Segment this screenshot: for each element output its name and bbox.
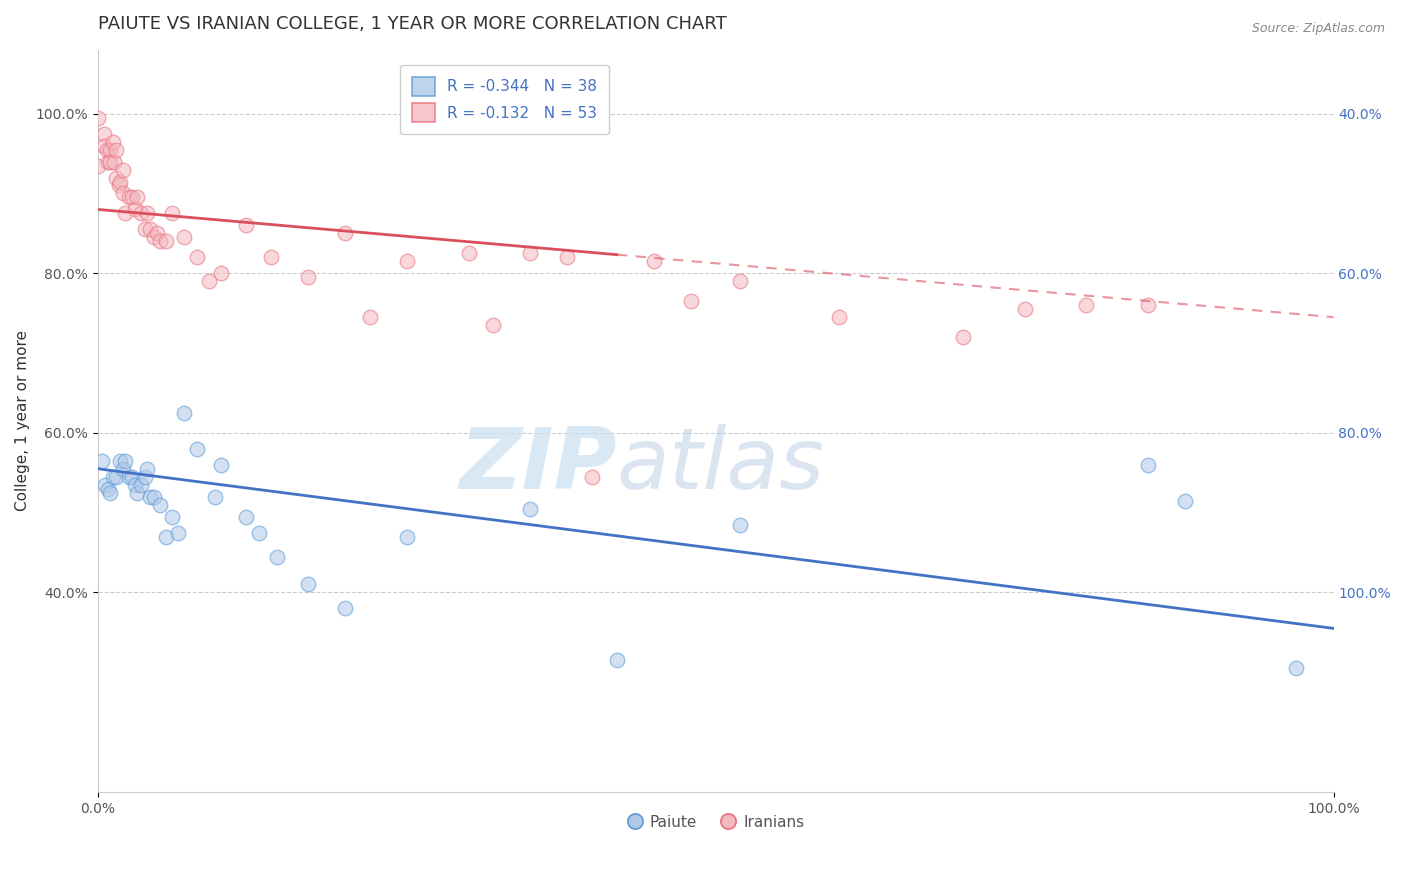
Point	[134, 469, 156, 483]
Point	[114, 454, 136, 468]
Point	[87, 111, 110, 125]
Point	[519, 246, 541, 260]
Y-axis label: College, 1 year or more: College, 1 year or more	[15, 330, 30, 511]
Text: PAIUTE VS IRANIAN COLLEGE, 1 YEAR OR MORE CORRELATION CHART: PAIUTE VS IRANIAN COLLEGE, 1 YEAR OR MOR…	[98, 15, 727, 33]
Point	[679, 294, 702, 309]
Legend: Paiute, Iranians: Paiute, Iranians	[621, 809, 810, 837]
Point	[121, 190, 143, 204]
Point	[93, 127, 115, 141]
Point	[204, 490, 226, 504]
Point	[395, 254, 418, 268]
Text: atlas: atlas	[617, 424, 825, 507]
Point	[333, 227, 356, 241]
Point	[1137, 298, 1160, 312]
Point	[519, 501, 541, 516]
Point	[134, 222, 156, 236]
Text: ZIP: ZIP	[460, 424, 617, 507]
Point	[127, 485, 149, 500]
Point	[146, 227, 169, 241]
Point	[297, 270, 319, 285]
Point	[136, 206, 159, 220]
Point	[98, 143, 121, 157]
Point	[482, 318, 505, 333]
Point	[730, 517, 752, 532]
Point	[127, 190, 149, 204]
Point	[173, 406, 195, 420]
Point	[108, 174, 131, 188]
Point	[94, 477, 117, 491]
Point	[160, 509, 183, 524]
Point	[101, 135, 124, 149]
Point	[121, 469, 143, 483]
Point	[87, 159, 110, 173]
Point	[98, 154, 121, 169]
Point	[105, 170, 128, 185]
Point	[149, 498, 172, 512]
Point	[98, 485, 121, 500]
Point	[108, 178, 131, 193]
Point	[1014, 302, 1036, 317]
Point	[297, 577, 319, 591]
Point	[359, 310, 381, 325]
Point	[108, 454, 131, 468]
Point	[1285, 661, 1308, 675]
Text: Source: ZipAtlas.com: Source: ZipAtlas.com	[1251, 22, 1385, 36]
Point	[457, 246, 479, 260]
Point	[111, 462, 134, 476]
Point	[124, 477, 146, 491]
Point	[266, 549, 288, 564]
Point	[93, 138, 115, 153]
Point	[97, 154, 120, 169]
Point	[114, 206, 136, 220]
Point	[643, 254, 665, 268]
Point	[186, 250, 208, 264]
Point	[211, 458, 233, 472]
Point	[105, 469, 128, 483]
Point	[211, 266, 233, 280]
Point	[118, 190, 141, 204]
Point	[235, 219, 257, 233]
Point	[105, 143, 128, 157]
Point	[142, 490, 165, 504]
Point	[139, 490, 162, 504]
Point	[1137, 458, 1160, 472]
Point	[129, 206, 152, 220]
Point	[155, 235, 177, 249]
Point	[186, 442, 208, 456]
Point	[97, 482, 120, 496]
Point	[395, 530, 418, 544]
Point	[828, 310, 851, 325]
Point	[118, 469, 141, 483]
Point	[247, 525, 270, 540]
Point	[333, 601, 356, 615]
Point	[111, 186, 134, 201]
Point	[581, 469, 603, 483]
Point	[155, 530, 177, 544]
Point	[167, 525, 190, 540]
Point	[124, 202, 146, 217]
Point	[101, 469, 124, 483]
Point	[606, 653, 628, 667]
Point	[142, 230, 165, 244]
Point	[103, 154, 125, 169]
Point	[730, 274, 752, 288]
Point	[260, 250, 283, 264]
Point	[136, 462, 159, 476]
Point	[90, 454, 112, 468]
Point	[139, 222, 162, 236]
Point	[235, 509, 257, 524]
Point	[111, 162, 134, 177]
Point	[173, 230, 195, 244]
Point	[96, 143, 118, 157]
Point	[952, 330, 974, 344]
Point	[1076, 298, 1098, 312]
Point	[160, 206, 183, 220]
Point	[1174, 493, 1197, 508]
Point	[149, 235, 172, 249]
Point	[198, 274, 221, 288]
Point	[129, 477, 152, 491]
Point	[557, 250, 579, 264]
